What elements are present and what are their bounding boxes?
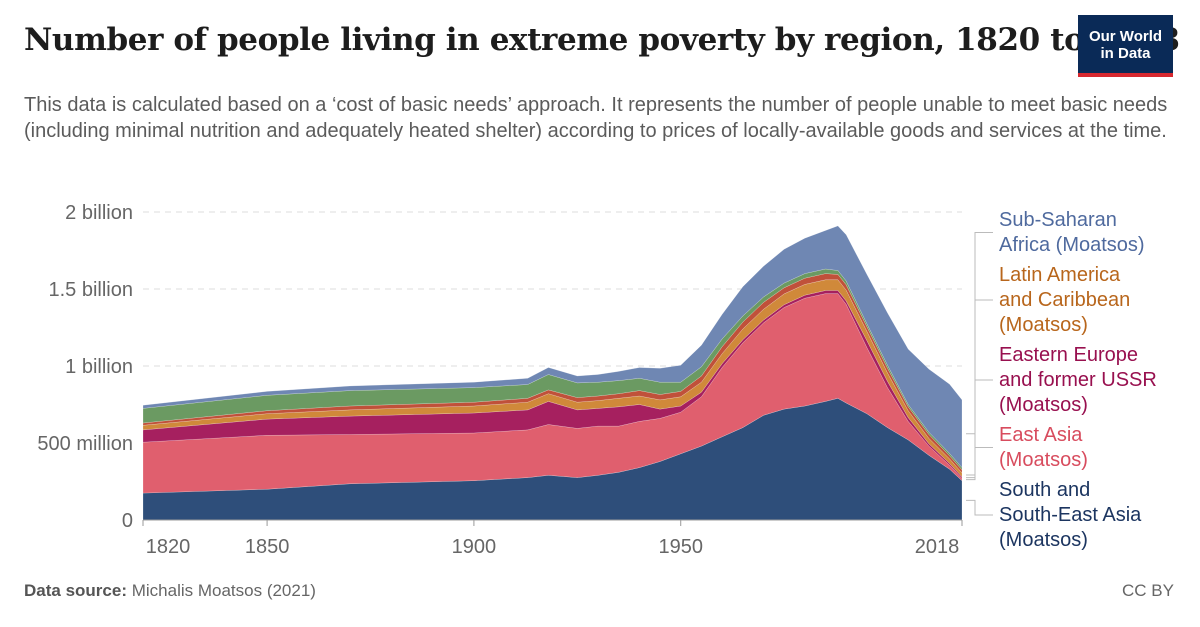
legend-label-africa: Africa (Moatsos): [999, 234, 1145, 256]
legend-label-eastern-europe: Eastern Europe: [999, 344, 1138, 366]
legend-label-south-asia: South-East Asia: [999, 504, 1142, 526]
x-tick-label: 1900: [452, 536, 497, 558]
owid-logo[interactable]: Our World in Data: [1078, 15, 1173, 77]
legend-label-south-asia: (Moatsos): [999, 529, 1088, 551]
source-label: Data source:: [24, 581, 127, 600]
legend-label-eastern-europe: (Moatsos): [999, 394, 1088, 416]
legend-label-latin-america: (Moatsos): [999, 314, 1088, 336]
source-text[interactable]: Michalis Moatsos (2021): [131, 581, 316, 600]
area-africa: [142, 225, 963, 469]
chart-subtitle: This data is calculated based on a ‘cost…: [24, 94, 1168, 142]
y-tick-label: 2 billion: [65, 202, 133, 224]
legend-connector: [966, 232, 993, 435]
chart-title: Number of people living in extreme pover…: [24, 22, 1180, 58]
legend-connector: [966, 447, 993, 481]
license[interactable]: CC BY: [1122, 581, 1174, 600]
legend-connector: [966, 379, 993, 479]
x-tick-label: 1850: [245, 536, 290, 558]
legend-label-latin-america: and Caribbean: [999, 289, 1130, 311]
x-tick-label: 1950: [658, 536, 703, 558]
legend-label-latin-america: Latin America: [999, 264, 1121, 286]
legend: Sub-Saharan Africa (Moatsos) Latin America…: [966, 209, 1157, 551]
legend-label-south-asia: South and: [999, 479, 1090, 501]
y-tick-label: 0: [122, 510, 133, 532]
logo-line-2: in Data: [1100, 45, 1151, 62]
area-series: [142, 225, 963, 521]
legend-label-east-asia: East Asia: [999, 424, 1083, 446]
legend-connector: [966, 499, 993, 516]
x-tick-label: 1820: [146, 536, 191, 558]
x-tick-label: 2018: [915, 536, 960, 558]
y-tick-label: 1 billion: [65, 356, 133, 378]
data-source: Data source: Michalis Moatsos (2021): [24, 581, 316, 601]
y-axis: 0 500 million 1 billion 1.5 billion 2 billio…: [37, 202, 133, 532]
legend-label-eastern-europe: and former USSR: [999, 369, 1157, 391]
legend-label-africa: Sub-Saharan: [999, 209, 1117, 231]
legend-connector: [966, 299, 993, 476]
y-tick-label: 500 million: [37, 433, 133, 455]
x-axis: 1820 1850 1900 1950 2018: [142, 519, 963, 558]
logo-line-1: Our World: [1088, 28, 1163, 45]
stacked-area-chart[interactable]: 0 500 million 1 billion 1.5 billion 2 billio…: [0, 190, 1200, 560]
y-tick-label: 1.5 billion: [48, 279, 133, 301]
legend-label-east-asia: (Moatsos): [999, 449, 1088, 471]
